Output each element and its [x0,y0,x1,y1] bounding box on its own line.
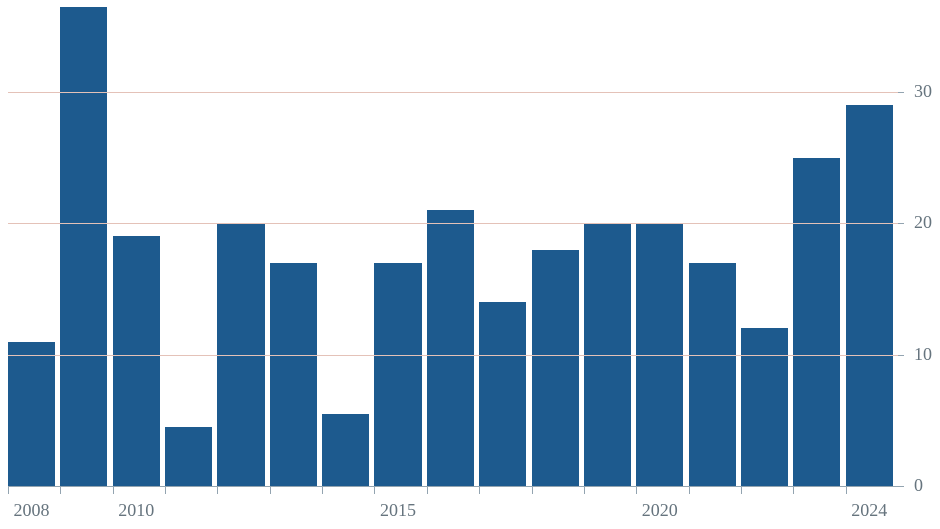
y-tick-label: 0 [914,475,923,496]
y-tick-mark [898,355,904,356]
x-tick-mark [113,486,114,494]
x-tick-label: 2015 [380,500,416,521]
x-tick-mark [427,486,428,494]
x-tick-mark [270,486,271,494]
x-tick-mark [532,486,533,494]
bar [741,328,788,486]
bar [374,263,421,486]
bar [113,236,160,486]
bar [479,302,526,486]
x-tick-mark [741,486,742,494]
x-tick-mark [374,486,375,494]
y-tick-mark [898,92,904,93]
bar [427,210,474,486]
x-tick-mark [8,486,9,494]
x-tick-mark [165,486,166,494]
bar [532,250,579,486]
x-tick-mark [584,486,585,494]
x-tick-mark [689,486,690,494]
bars-layer [8,0,898,486]
bar [793,158,840,486]
y-tick-label: 20 [914,212,932,233]
gridline [8,92,898,93]
bar [8,342,55,486]
plot-area [8,0,898,486]
bar [689,263,736,486]
x-tick-mark [322,486,323,494]
x-tick-mark [60,486,61,494]
bar [270,263,317,486]
x-tick-mark [846,486,847,494]
bar [846,105,893,486]
x-tick-mark [479,486,480,494]
y-tick-label: 30 [914,81,932,102]
x-tick-label: 2008 [14,500,50,521]
gridline [8,223,898,224]
x-baseline [8,486,898,487]
bar [165,427,212,486]
bar-chart: 0 10 20 30 2008 2010 2015 2020 2024 [0,0,940,529]
x-tick-label: 2024 [851,500,887,521]
y-tick-label: 10 [914,344,932,365]
x-tick-mark [636,486,637,494]
gridline [8,355,898,356]
x-tick-label: 2010 [118,500,154,521]
y-tick-mark [898,486,904,487]
bar [322,414,369,486]
x-tick-label: 2020 [642,500,678,521]
x-tick-mark [217,486,218,494]
bar [60,7,107,486]
y-tick-mark [898,223,904,224]
x-tick-mark [793,486,794,494]
